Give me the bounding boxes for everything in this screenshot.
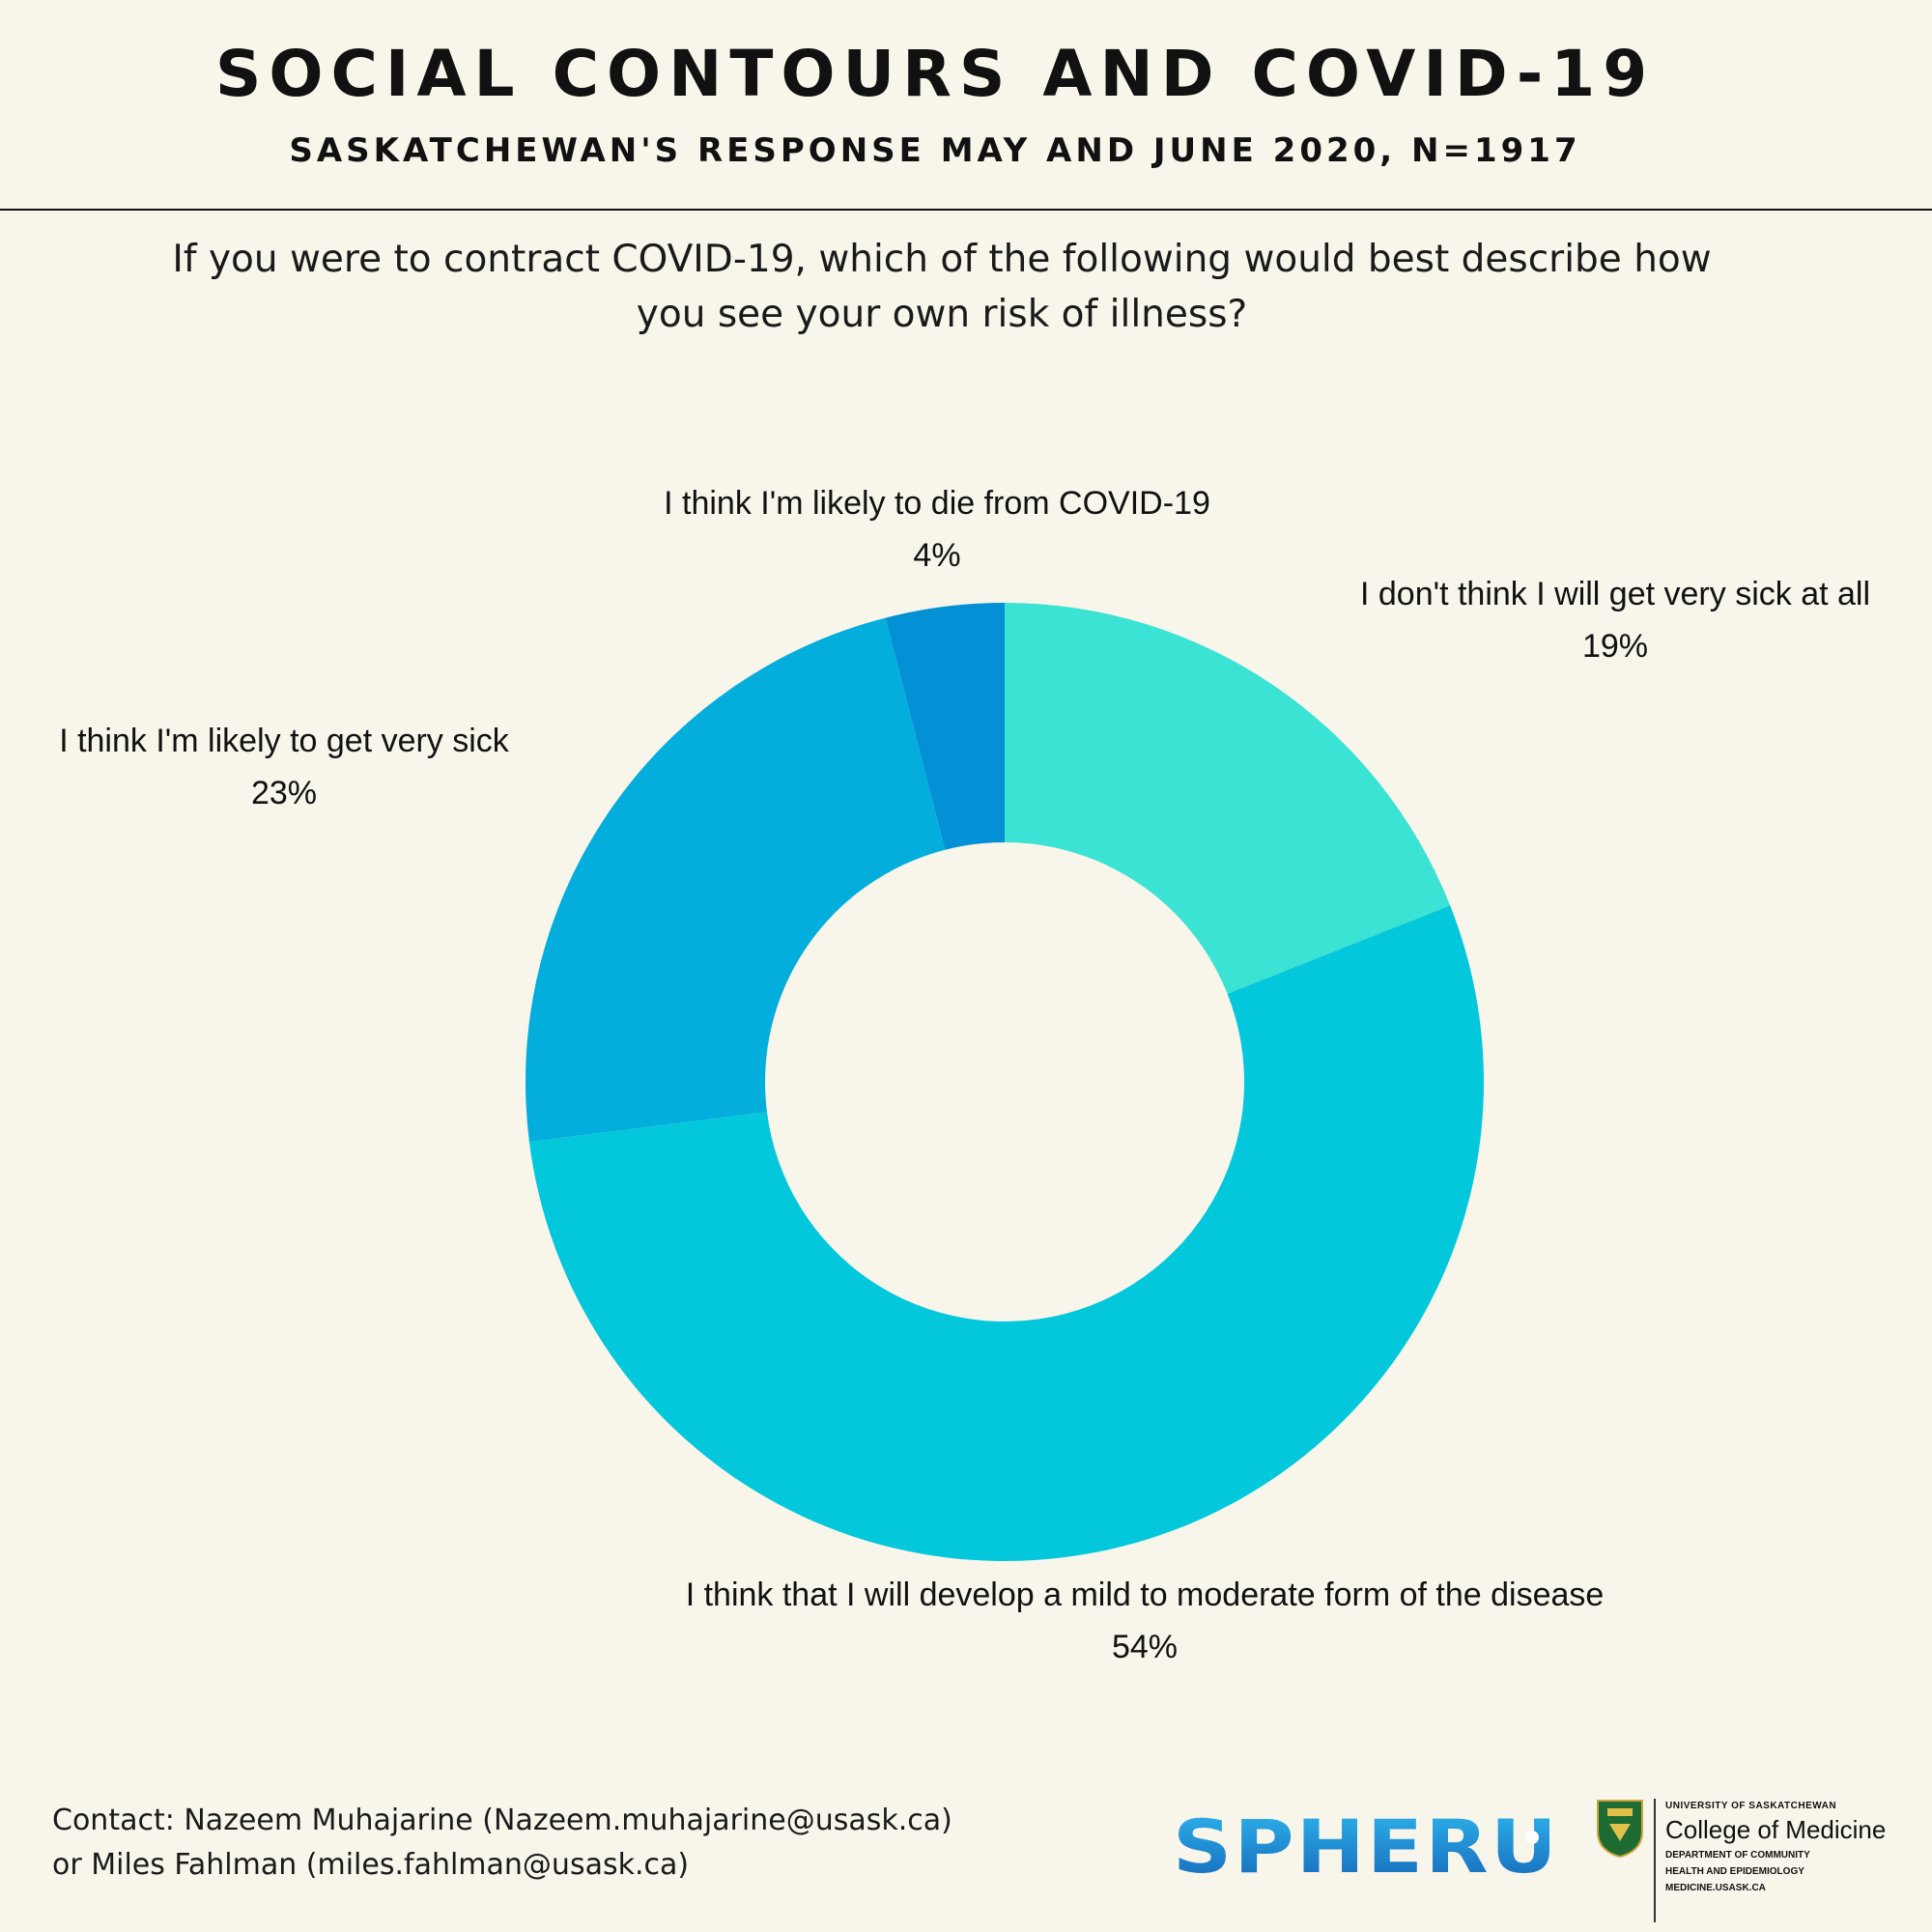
value-label: 54% <box>1111 1629 1179 1665</box>
slice-label-likely-die: I think I'm likely to die from COVID-19 … <box>589 477 1285 582</box>
question-line-1: If you were to contract COVID-19, which … <box>172 238 1712 281</box>
value-label: 4% <box>913 537 961 574</box>
university-shield-icon <box>1597 1800 1643 1859</box>
website: MEDICINE.USASK.CA <box>1665 1883 1766 1893</box>
value-label: 19% <box>1581 628 1649 665</box>
chart-title: SOCIAL CONTOURS AND COVID-19 <box>214 37 1656 111</box>
contact-info: Contact: Nazeem Muhajarine (Nazeem.muhaj… <box>52 1799 952 1888</box>
slice-label-not-very-sick: I don't think I will get very sick at al… <box>1306 568 1924 672</box>
contact-line-2: or Miles Fahlman (miles.fahlman@usask.ca… <box>52 1848 690 1882</box>
category-label: I think I'm likely to get very sick <box>59 723 509 759</box>
category-label: I think that I will develop a mild to mo… <box>685 1577 1605 1613</box>
chart-subtitle: SASKATCHEWAN'S RESPONSE MAY AND JUNE 202… <box>289 131 1581 170</box>
university-name: UNIVERSITY OF SASKATCHEWAN <box>1665 1801 1837 1811</box>
question-line-2: you see your own risk of illness? <box>636 293 1248 336</box>
value-label: 23% <box>250 775 318 811</box>
logo-divider <box>1654 1799 1656 1922</box>
header-divider <box>0 209 1932 211</box>
slice-mild-moderate <box>528 905 1484 1562</box>
spheru-logo: SPHERU <box>1173 1808 1559 1886</box>
spheru-wordmark: SPHERU <box>1173 1808 1559 1886</box>
slice-very-sick <box>526 617 946 1143</box>
survey-question: If you were to contract COVID-19, which … <box>116 232 1768 342</box>
slice-label-very-sick: I think I'm likely to get very sick 23% <box>14 715 554 819</box>
slice-not-very-sick <box>1005 603 1451 994</box>
category-label: I think I'm likely to die from COVID-19 <box>664 485 1210 522</box>
contact-line-1: Contact: Nazeem Muhajarine (Nazeem.muhaj… <box>52 1804 952 1837</box>
college-of-medicine-logo: UNIVERSITY OF SASKATCHEWAN College of Me… <box>1665 1801 1886 1894</box>
slice-label-mild-moderate: I think that I will develop a mild to mo… <box>560 1569 1729 1673</box>
department-line-1: DEPARTMENT OF COMMUNITY <box>1665 1850 1810 1861</box>
college-name: College of Medicine <box>1665 1815 1887 1844</box>
department-line-2: HEALTH AND EPIDEMIOLOGY <box>1665 1866 1804 1877</box>
star-icon <box>1525 1831 1539 1844</box>
slice-likely-die <box>885 603 1005 850</box>
category-label: I don't think I will get very sick at al… <box>1359 576 1871 612</box>
